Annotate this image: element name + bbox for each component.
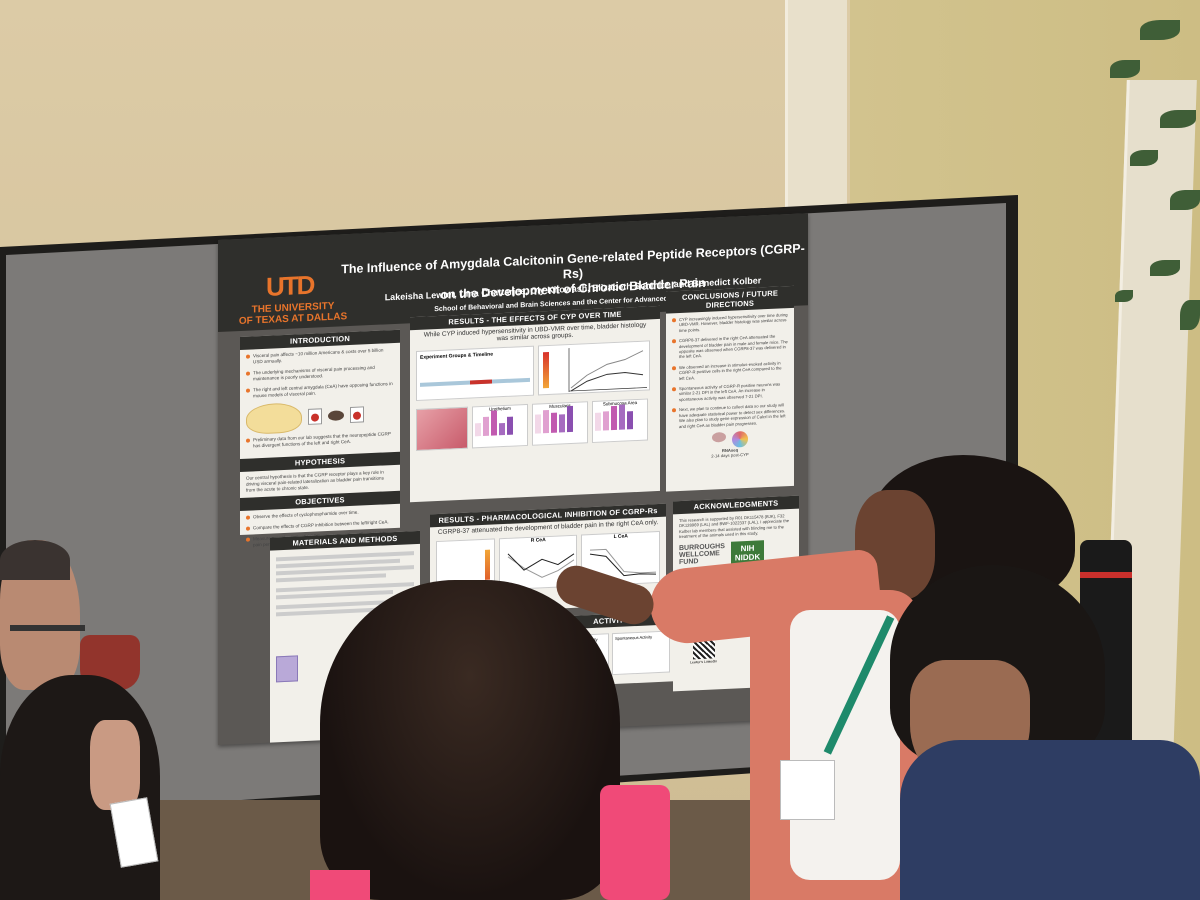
l-cea-line-chart: L CeA	[581, 530, 661, 587]
burroughs-wellcome-logo: BURROUGHS WELLCOME FUND	[679, 543, 725, 567]
white-blouse	[790, 610, 900, 880]
experiment-timeline-figure: Experiment Groups & Timeline	[416, 345, 534, 402]
bullet-icon	[246, 438, 250, 443]
pink-backpack-strap	[600, 785, 670, 900]
mouse-diagram-icon	[276, 655, 298, 683]
arrow-icon	[485, 549, 490, 580]
r-cea-line-chart: R CeA	[498, 534, 578, 591]
pain-gradient-arrow-icon	[543, 351, 549, 389]
vmr-plot	[568, 348, 647, 393]
results-pharm-section: RESULTS - PHARMACOLOGICAL INHIBITION OF …	[430, 503, 666, 615]
glasses	[10, 625, 85, 631]
bullet-icon	[246, 537, 250, 542]
results-cyp-section: RESULTS - THE EFFECTS OF CYP OVER TIME W…	[410, 305, 660, 503]
bullet-icon	[672, 366, 676, 371]
bullet-icon	[672, 387, 676, 392]
brain-mouse-figure	[246, 398, 394, 435]
university-name: THE UNIVERSITY OF TEXAS AT DALLAS	[238, 300, 348, 328]
introduction-section: INTRODUCTION Visceral pain affects ~10 m…	[240, 329, 400, 547]
bullet-icon	[246, 388, 250, 393]
presenter-name-badge	[780, 760, 835, 820]
bullet-icon	[672, 318, 676, 323]
bullet-icon	[246, 354, 250, 359]
conclusions-section: CONCLUSIONS / FUTURE DIRECTIONS CYP incr…	[666, 285, 794, 492]
spontaneous-activity-chart: Spontaneous Activity	[612, 630, 670, 676]
bullet-icon	[672, 339, 676, 344]
bullet-icon	[246, 371, 250, 376]
mouse-icon	[328, 410, 344, 422]
submucosa-bar-chart: Submucosa Area	[592, 398, 648, 444]
bullet-icon	[246, 515, 250, 520]
bullet-icon	[246, 526, 250, 531]
brain-slice-icon	[246, 402, 302, 435]
research-poster: UTD THE UNIVERSITY OF TEXAS AT DALLAS Th…	[218, 213, 808, 745]
urothelium-bar-chart: Urothelium	[472, 403, 528, 449]
utd-logo: UTD	[266, 269, 314, 302]
wall-pilaster	[785, 0, 847, 210]
histology-images	[416, 406, 468, 452]
bullet-icon	[672, 408, 676, 413]
vmr-line-chart	[538, 340, 650, 396]
navy-shirt	[900, 740, 1200, 900]
muscularis-bar-chart: Muscularis	[532, 401, 588, 446]
